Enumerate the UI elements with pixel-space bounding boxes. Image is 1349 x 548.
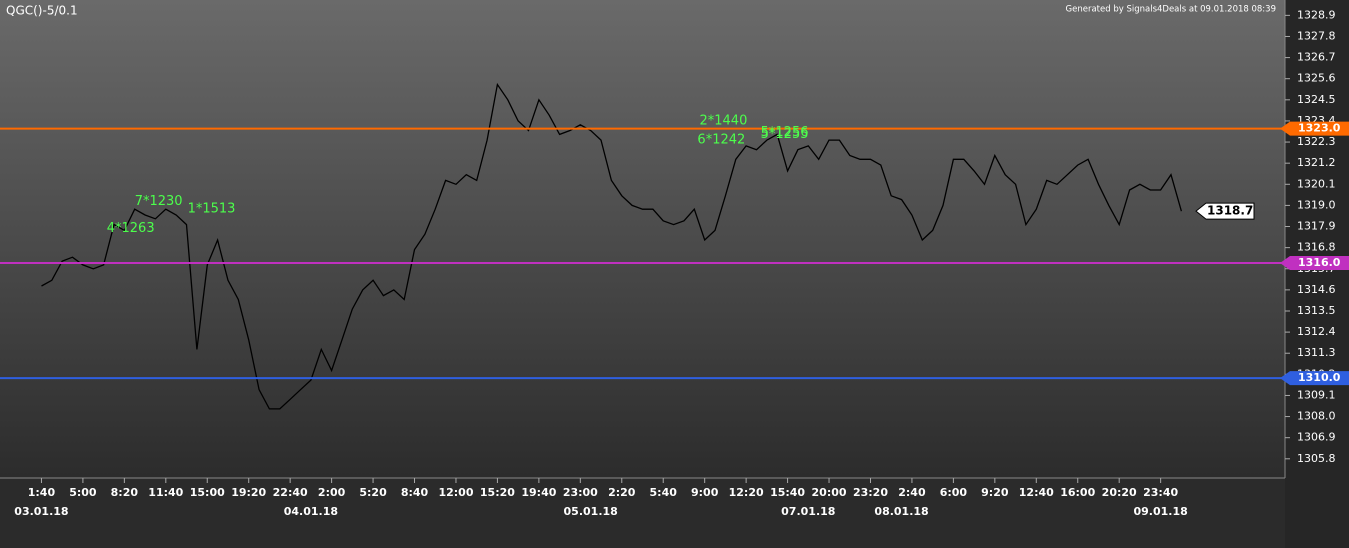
date-label: 05.01.18 (564, 505, 618, 518)
chart-title: QGC()-5/0.1 (6, 4, 78, 18)
x-tick-label: 23:20 (853, 486, 888, 499)
annotation: 7*1230 (135, 194, 183, 209)
x-tick-label: 11:40 (148, 486, 183, 499)
x-tick-label: 1:40 (28, 486, 56, 499)
level-marker (1280, 371, 1349, 386)
y-tick-label: 1316.8 (1297, 241, 1336, 254)
last-price-marker (1195, 202, 1255, 220)
x-tick-label: 8:40 (401, 486, 429, 499)
date-label: 08.01.18 (874, 505, 928, 518)
x-tick-label: 5:20 (359, 486, 387, 499)
date-label: 04.01.18 (284, 505, 338, 518)
annotation: 2*1440 (699, 113, 747, 128)
x-tick-label: 12:40 (1019, 486, 1054, 499)
x-tick-label: 15:00 (190, 486, 225, 499)
last-price-label: 1318.7 (1207, 204, 1253, 218)
y-tick-label: 1321.2 (1297, 156, 1336, 169)
x-tick-label: 23:40 (1143, 486, 1178, 499)
y-tick-label: 1327.8 (1297, 29, 1336, 42)
level-label: 1323.0 (1298, 122, 1341, 135)
x-tick-label: 15:40 (770, 486, 805, 499)
y-tick-label: 1322.3 (1297, 135, 1336, 148)
y-tick-label: 1317.9 (1297, 220, 1336, 233)
y-tick-label: 1309.1 (1297, 388, 1336, 401)
x-tick-label: 2:20 (608, 486, 636, 499)
annotation: 5*1255 (761, 127, 809, 142)
x-tick-label: 20:00 (812, 486, 847, 499)
y-tick-label: 1319.0 (1297, 198, 1336, 211)
x-tick-label: 15:20 (480, 486, 515, 499)
annotation: 5*1256 (761, 125, 809, 140)
y-tick-label: 1313.5 (1297, 304, 1336, 317)
x-tick-label: 12:20 (729, 486, 764, 499)
date-label: 03.01.18 (14, 505, 68, 518)
x-tick-label: 2:40 (898, 486, 926, 499)
x-tick-label: 12:00 (438, 486, 473, 499)
y-tick-label: 1312.4 (1297, 325, 1336, 338)
y-tick-label: 1324.5 (1297, 93, 1336, 106)
y-tick-label: 1320.1 (1297, 177, 1336, 190)
price-line (41, 82, 1183, 410)
annotation: 1*1513 (188, 202, 236, 217)
x-tick-label: 20:20 (1102, 486, 1137, 499)
x-tick-label: 5:00 (69, 486, 97, 499)
x-tick-label: 2:00 (318, 486, 346, 499)
y-tick-label: 1328.9 (1297, 8, 1336, 21)
y-tick-label: 1306.9 (1297, 431, 1336, 444)
subtitle: Generated by Signals4Deals at 09.01.2018… (1066, 5, 1276, 15)
y-tick-label: 1308.0 (1297, 410, 1336, 423)
x-tick-label: 19:40 (521, 486, 556, 499)
level-marker (1280, 121, 1349, 136)
annotation: 4*1263 (107, 221, 155, 236)
y-tick-label: 1326.7 (1297, 51, 1336, 64)
level-marker (1280, 255, 1349, 270)
x-tick-label: 9:00 (691, 486, 719, 499)
x-tick-label: 6:00 (940, 486, 968, 499)
x-tick-label: 16:00 (1060, 486, 1095, 499)
date-label: 09.01.18 (1134, 505, 1188, 518)
annotation: 6*1242 (697, 133, 745, 148)
x-tick-label: 8:20 (111, 486, 139, 499)
y-tick-label: 1314.6 (1297, 283, 1336, 296)
level-label: 1310.0 (1298, 371, 1341, 384)
date-label: 07.01.18 (781, 505, 835, 518)
level-label: 1316.0 (1298, 256, 1341, 269)
plot-area (0, 0, 1285, 478)
x-tick-label: 22:40 (273, 486, 308, 499)
price-axis (1285, 0, 1349, 548)
x-tick-label: 9:20 (981, 486, 1009, 499)
x-tick-label: 5:40 (650, 486, 678, 499)
y-tick-label: 1305.8 (1297, 452, 1336, 465)
x-tick-label: 19:20 (231, 486, 266, 499)
y-tick-label: 1311.3 (1297, 346, 1336, 359)
y-tick-label: 1325.6 (1297, 72, 1336, 85)
x-tick-label: 23:00 (563, 486, 598, 499)
